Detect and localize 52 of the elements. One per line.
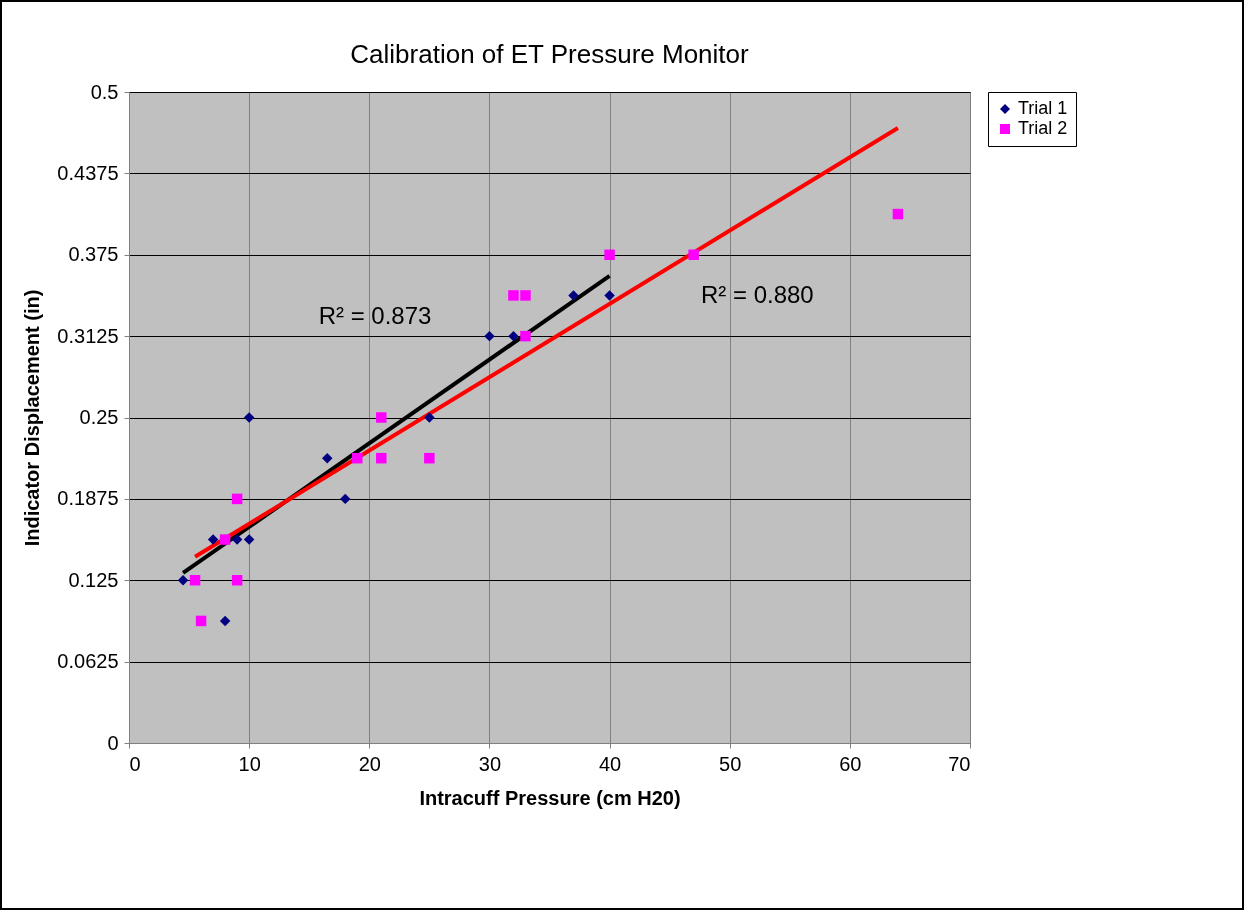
x-tick-label: 20 <box>358 752 381 775</box>
point <box>424 412 435 423</box>
y-tick-label: 0.1875 <box>57 487 119 510</box>
x-tick-label: 40 <box>598 752 622 775</box>
y-tick-label: 0.375 <box>68 243 119 266</box>
point <box>195 615 207 627</box>
annotation: R² = 0.880 <box>700 280 814 308</box>
point <box>484 330 495 342</box>
point <box>340 493 351 505</box>
y-tick-label: 0.3125 <box>57 324 119 347</box>
point <box>177 575 189 586</box>
point <box>189 575 201 586</box>
legend-label: Trial 1 <box>1018 98 1068 118</box>
point <box>231 575 243 586</box>
point <box>604 249 615 260</box>
y-tick-label: 0.25 <box>79 406 119 428</box>
point <box>352 452 363 464</box>
y-axis-title: Indicator Displacement (in) <box>21 289 44 547</box>
point <box>219 534 231 545</box>
point <box>231 493 243 505</box>
chart-title: Calibration of ET Pressure Monitor <box>350 39 750 69</box>
x-axis-title: Intracuff Pressure (cm H20) <box>419 786 681 809</box>
y-tick-label: 0.125 <box>68 568 119 591</box>
point <box>321 452 333 464</box>
x-tick-label: 10 <box>238 752 261 775</box>
point <box>508 330 519 342</box>
x-tick-label: 60 <box>839 752 862 775</box>
point <box>207 534 219 545</box>
x-tick-label: 30 <box>478 752 502 775</box>
x-tick-label: 70 <box>948 752 971 775</box>
y-tick-label: 0 <box>107 731 119 754</box>
point <box>424 452 435 464</box>
y-tick-label: 0.4375 <box>57 161 119 184</box>
x-tick-label: 0 <box>129 752 141 775</box>
y-tick-label: 0.5 <box>90 80 119 103</box>
point <box>688 249 699 260</box>
point <box>892 208 904 220</box>
annotation: R² = 0.873 <box>318 302 432 330</box>
x-tick-label: 50 <box>719 752 742 775</box>
point <box>568 290 579 301</box>
point <box>376 412 387 423</box>
point <box>520 330 531 342</box>
point <box>243 412 255 423</box>
point <box>219 615 231 627</box>
y-tick-label: 0.0625 <box>57 650 119 673</box>
point <box>243 534 255 545</box>
point <box>604 290 615 301</box>
point <box>508 290 519 301</box>
point <box>376 452 387 464</box>
point <box>520 290 531 301</box>
point <box>231 534 243 545</box>
legend-label: Trial 2 <box>1018 118 1068 138</box>
